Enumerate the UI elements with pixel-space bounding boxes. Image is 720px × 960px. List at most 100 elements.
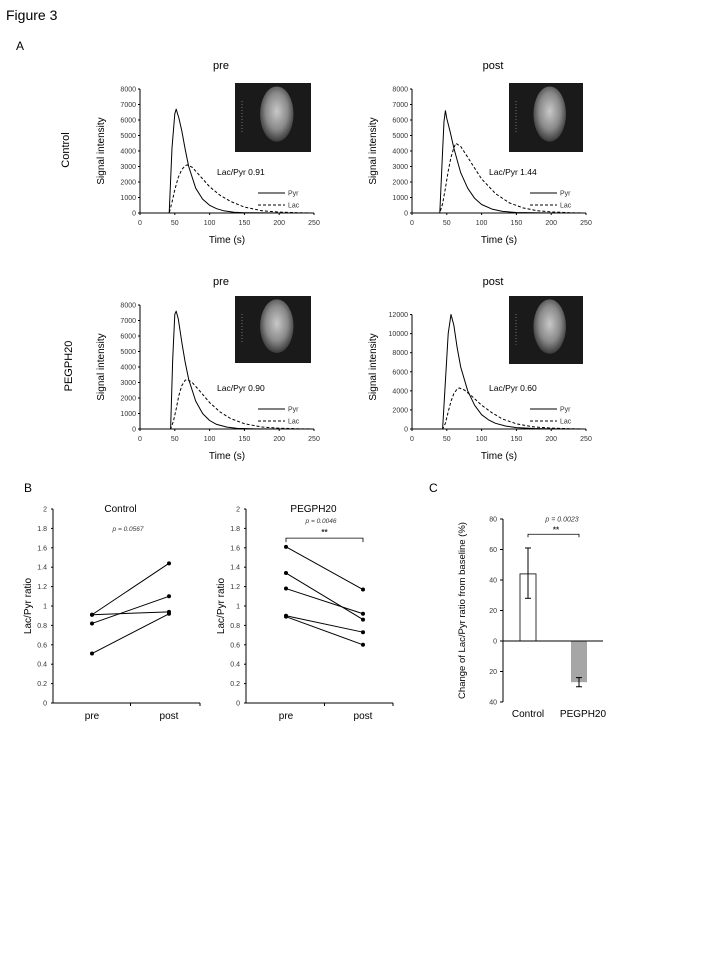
y-tick-label: 80: [489, 517, 497, 524]
y-tick-label: 1: [236, 604, 240, 611]
data-point-pre: [284, 544, 288, 549]
x-axis-label: Time (s): [209, 451, 245, 462]
significance-bracket: [527, 533, 580, 538]
lac-pyr-ratio-label: Lac/Pyr 0.91: [217, 167, 265, 177]
y-axis-label: Lac/Pyr ratio: [23, 577, 34, 634]
series-line-lac: [140, 164, 315, 214]
x-tick-label: 150: [239, 436, 251, 443]
x-tick-label: 0: [138, 436, 142, 443]
x-tick-label: 250: [308, 436, 320, 443]
y-tick-label: 0: [132, 211, 136, 218]
y-tick-label: 8000: [392, 350, 408, 357]
y-tick-label: 7000: [120, 102, 136, 109]
data-point-post: [167, 611, 171, 616]
x-tick-label: 50: [171, 436, 179, 443]
y-tick-label: 4000: [392, 149, 408, 156]
x-category-label: post: [354, 711, 373, 722]
panel-label-a: A: [16, 39, 24, 53]
x-tick-label: 0: [410, 220, 414, 227]
x-tick-label: 150: [511, 436, 523, 443]
x-tick-label: 150: [239, 220, 251, 227]
y-tick-label: 2: [236, 507, 240, 514]
x-tick-label: 100: [476, 436, 488, 443]
y-tick-label: 8000: [392, 87, 408, 94]
significance-stars: **: [553, 525, 560, 534]
y-tick-label: 2: [43, 507, 47, 514]
y-axis-label: Signal intensity: [96, 117, 107, 184]
x-category-label: Control: [512, 709, 544, 720]
legend-label: Lac: [288, 419, 300, 426]
paired-line: [285, 588, 364, 615]
x-tick-label: 100: [204, 436, 216, 443]
y-tick-label: 1.6: [230, 545, 240, 552]
y-axis-label: Signal intensity: [368, 117, 379, 184]
panel-label-c: C: [429, 481, 438, 495]
y-tick-label: 0.2: [230, 681, 240, 688]
series-line-pyr: [412, 314, 587, 430]
x-tick-label: 150: [511, 220, 523, 227]
y-tick-label: 1.6: [37, 545, 47, 552]
legend-label: Pyr: [560, 407, 571, 414]
paired-line: [91, 611, 170, 616]
y-tick-label: 6000: [120, 118, 136, 125]
y-tick-label: 0: [43, 701, 47, 708]
chart-title: pre: [213, 276, 229, 288]
y-tick-label: 5000: [392, 133, 408, 140]
x-tick-label: 200: [545, 220, 557, 227]
y-tick-label: 6000: [120, 334, 136, 341]
y-tick-label: 4000: [392, 388, 408, 395]
lac-pyr-ratio-label: Lac/Pyr 0.60: [489, 383, 537, 393]
y-tick-label: 7000: [392, 102, 408, 109]
significance-bracket: [285, 537, 364, 543]
y-tick-label: 0.4: [230, 662, 240, 669]
y-tick-label: 8000: [120, 303, 136, 310]
y-axis-label: Change of Lac/Pyr ratio from baseline (%…: [457, 522, 468, 699]
x-tick-label: 250: [580, 220, 592, 227]
y-tick-label: 1.2: [37, 584, 47, 591]
x-tick-label: 50: [171, 220, 179, 227]
y-tick-label: 1.4: [37, 565, 47, 572]
y-tick-label: 1.4: [230, 565, 240, 572]
data-point-pre: [90, 621, 94, 626]
series-line-pyr: [140, 310, 314, 430]
row-label-control: Control: [60, 132, 72, 167]
x-tick-label: 100: [476, 220, 488, 227]
y-tick-label: 60: [489, 547, 497, 554]
y-axis-label: Signal intensity: [96, 333, 107, 400]
data-point-post: [361, 611, 365, 616]
y-tick-label: 0: [132, 427, 136, 434]
tumor-image: [533, 299, 566, 354]
y-tick-label: 1000: [120, 195, 136, 202]
paired-line: [285, 616, 364, 646]
chart-title: Control: [104, 504, 136, 515]
y-tick-label: 0.8: [230, 623, 240, 630]
y-tick-label: 0.4: [37, 662, 47, 669]
y-tick-label: 0.6: [37, 642, 47, 649]
data-point-post: [361, 642, 365, 647]
legend-label: Pyr: [560, 191, 571, 198]
y-axis-label: Lac/Pyr ratio: [216, 577, 227, 634]
data-point-pre: [284, 586, 288, 591]
x-category-label: pre: [85, 711, 100, 722]
lac-pyr-ratio-label: Lac/Pyr 0.90: [217, 383, 265, 393]
bar-pegph20: [571, 641, 587, 683]
y-tick-label: 3000: [120, 164, 136, 171]
paired-line: [91, 595, 170, 624]
y-tick-label: 3000: [392, 164, 408, 171]
legend-label: Lac: [560, 419, 572, 426]
data-point-post: [361, 617, 365, 622]
y-tick-label: 20: [489, 608, 497, 615]
y-tick-label: 0: [404, 427, 408, 434]
y-tick-label: 0.2: [37, 681, 47, 688]
x-tick-label: 100: [204, 220, 216, 227]
x-category-label: PEGPH20: [560, 709, 607, 720]
p-value-label: p = 0.0567: [112, 526, 144, 533]
y-tick-label: 2000: [392, 407, 408, 414]
data-point-pre: [284, 614, 288, 619]
x-axis-label: Time (s): [481, 451, 517, 462]
y-tick-label: 0: [404, 211, 408, 218]
lac-pyr-ratio-label: Lac/Pyr 1.44: [489, 167, 537, 177]
y-tick-label: 1: [43, 604, 47, 611]
y-tick-label: 5000: [120, 349, 136, 356]
